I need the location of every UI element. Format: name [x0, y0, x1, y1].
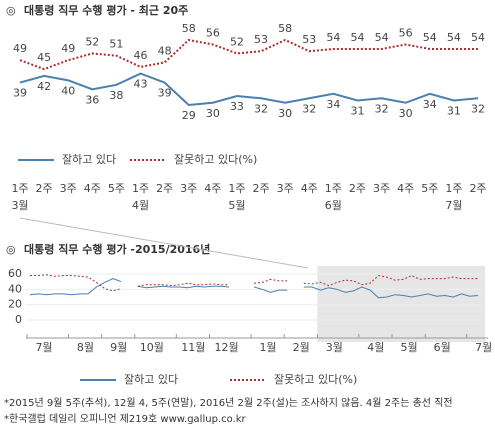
x-tick-label: 1주	[11, 182, 28, 195]
footnote: *2015년 9월 5주(추석), 12월 4, 5주(연말), 2016년 2…	[4, 396, 453, 409]
data-label: 49	[13, 42, 27, 55]
chart-title: 대통령 직무 수행 평가 -2015/2016년	[24, 242, 210, 256]
legend-label: 잘못하고 있다(%)	[174, 152, 257, 166]
data-label: 54	[375, 31, 389, 44]
x-tick-label: 10월	[140, 341, 164, 354]
data-label: 42	[37, 80, 51, 93]
x-tick-label: 3주	[277, 182, 294, 195]
data-label: 49	[61, 42, 75, 55]
x-tick-label: 2월	[293, 341, 310, 354]
month-label: 4월	[132, 199, 149, 212]
x-tick-label: 1주	[132, 182, 149, 195]
series-line	[30, 274, 478, 292]
data-label: 38	[109, 89, 123, 102]
x-tick-label: 4월	[367, 341, 384, 354]
data-label: 46	[134, 49, 148, 62]
x-tick-label: 6월	[434, 341, 451, 354]
x-tick-label: 1주	[228, 182, 245, 195]
x-tick-label: 5주	[108, 182, 125, 195]
x-tick-label: 7월	[475, 341, 492, 354]
month-label: 6월	[325, 199, 342, 212]
data-label: 54	[423, 31, 437, 44]
data-label: 30	[399, 107, 413, 120]
x-tick-label: 5월	[400, 341, 417, 354]
y-tick-label: 20	[8, 298, 22, 311]
chart-title: 대통령 직무 수행 평가 - 최근 20주	[24, 3, 188, 17]
month-label: 7월	[445, 199, 462, 212]
data-label: 34	[423, 98, 437, 111]
series-line	[19, 38, 478, 71]
data-label: 34	[326, 98, 340, 111]
x-tick-label: 8월	[77, 341, 94, 354]
data-label: 43	[134, 78, 148, 91]
x-tick-label: 3월	[326, 341, 343, 354]
legend-label: 잘하고 있다	[62, 152, 116, 166]
x-tick-label: 1주	[445, 182, 462, 195]
data-label: 52	[230, 35, 244, 48]
x-tick-label: 3주	[60, 182, 77, 195]
x-tick-label: 4주	[84, 182, 101, 195]
data-label: 56	[206, 26, 220, 39]
data-label: 54	[350, 31, 364, 44]
data-label: 31	[350, 105, 364, 118]
data-label: 58	[182, 22, 196, 35]
highlight-region	[317, 266, 485, 342]
data-label: 39	[158, 87, 172, 100]
data-label: 36	[85, 93, 99, 106]
data-label: 58	[278, 22, 292, 35]
data-label: 54	[471, 31, 485, 44]
x-tick-label: 2주	[156, 182, 173, 195]
y-tick-label: 0	[15, 313, 22, 326]
x-tick-label: 3주	[373, 182, 390, 195]
data-label: 48	[158, 44, 172, 57]
month-label: 3월	[11, 199, 28, 212]
bullet: ◎	[6, 243, 16, 256]
data-label: 30	[278, 107, 292, 120]
connector	[19, 217, 309, 269]
legend-label: 잘하고 있다	[124, 372, 178, 386]
month-label: 5월	[228, 199, 245, 212]
footnote: *한국갤럽 데일리 오피니언 제219호 www.gallup.co.kr	[4, 413, 247, 425]
x-tick-label: 2주	[469, 182, 486, 195]
legend-label: 잘못하고 있다(%)	[274, 372, 357, 386]
data-label: 39	[13, 87, 27, 100]
data-label: 33	[230, 100, 244, 113]
series-line	[29, 278, 479, 299]
x-tick-label: 11월	[181, 341, 205, 354]
x-tick-label: 12월	[214, 341, 238, 354]
x-tick-label: 4주	[301, 182, 318, 195]
data-label: 30	[206, 107, 220, 120]
data-label: 54	[447, 31, 461, 44]
x-tick-label: 1주	[325, 182, 342, 195]
data-label: 31	[447, 105, 461, 118]
data-label: 54	[326, 31, 340, 44]
x-tick-label: 2주	[252, 182, 269, 195]
data-label: 51	[109, 38, 123, 51]
x-tick-label: 2주	[36, 182, 53, 195]
data-label: 56	[399, 26, 413, 39]
data-label: 32	[471, 102, 485, 115]
data-label: 32	[375, 102, 389, 115]
x-tick-label: 1월	[259, 341, 276, 354]
data-label: 29	[182, 109, 196, 122]
data-label: 53	[254, 33, 268, 46]
x-tick-label: 2주	[349, 182, 366, 195]
x-tick-label: 4주	[397, 182, 414, 195]
data-label: 53	[302, 33, 316, 46]
x-tick-label: 3주	[180, 182, 197, 195]
bullet: ◎	[6, 4, 16, 17]
data-label: 40	[61, 84, 75, 97]
series-line	[19, 72, 479, 107]
y-tick-label: 40	[8, 282, 22, 295]
x-tick-label: 5주	[421, 182, 438, 195]
data-label: 32	[254, 102, 268, 115]
data-label: 45	[37, 51, 51, 64]
data-label: 32	[302, 102, 316, 115]
data-label: 52	[85, 35, 99, 48]
y-tick-label: 60	[8, 267, 22, 280]
x-tick-label: 4주	[204, 182, 221, 195]
x-tick-label: 9월	[110, 341, 127, 354]
x-tick-label: 7월	[35, 341, 52, 354]
